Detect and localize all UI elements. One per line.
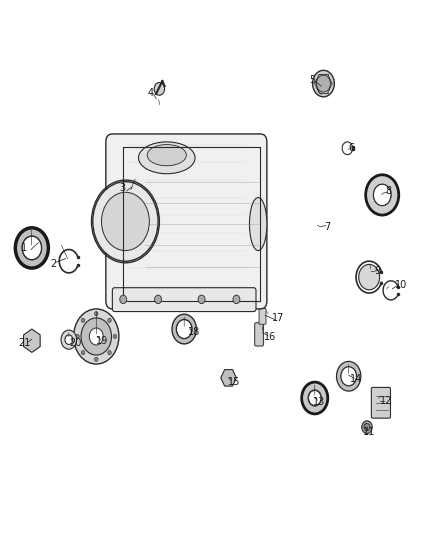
Circle shape bbox=[154, 83, 165, 95]
FancyBboxPatch shape bbox=[254, 322, 263, 346]
FancyBboxPatch shape bbox=[113, 288, 256, 312]
Text: 15: 15 bbox=[228, 377, 240, 387]
Circle shape bbox=[108, 351, 111, 355]
Circle shape bbox=[74, 309, 119, 364]
Text: 8: 8 bbox=[386, 186, 392, 196]
Circle shape bbox=[22, 236, 42, 260]
Circle shape bbox=[341, 367, 357, 386]
FancyBboxPatch shape bbox=[371, 387, 391, 418]
Circle shape bbox=[113, 334, 117, 338]
Ellipse shape bbox=[250, 198, 267, 251]
Text: 17: 17 bbox=[272, 313, 284, 323]
Ellipse shape bbox=[138, 142, 195, 174]
Text: 13: 13 bbox=[313, 397, 325, 407]
Circle shape bbox=[81, 318, 85, 322]
Text: 2: 2 bbox=[50, 259, 57, 269]
Text: 19: 19 bbox=[96, 336, 109, 346]
Text: 21: 21 bbox=[19, 338, 31, 348]
Circle shape bbox=[65, 335, 73, 344]
Circle shape bbox=[225, 374, 232, 382]
Polygon shape bbox=[221, 369, 237, 386]
Circle shape bbox=[28, 335, 36, 346]
Circle shape bbox=[359, 264, 380, 290]
Text: 4: 4 bbox=[148, 87, 154, 98]
Text: 3: 3 bbox=[119, 183, 125, 193]
Text: 7: 7 bbox=[324, 222, 330, 232]
Circle shape bbox=[302, 382, 328, 414]
Circle shape bbox=[155, 295, 162, 304]
Circle shape bbox=[102, 192, 149, 251]
Circle shape bbox=[15, 228, 48, 268]
Circle shape bbox=[313, 70, 334, 97]
Text: 6: 6 bbox=[349, 143, 355, 154]
Circle shape bbox=[198, 295, 205, 304]
Circle shape bbox=[95, 312, 98, 316]
Circle shape bbox=[366, 175, 399, 215]
Circle shape bbox=[308, 390, 321, 406]
Circle shape bbox=[374, 184, 391, 206]
Text: 20: 20 bbox=[69, 338, 81, 348]
Circle shape bbox=[22, 236, 42, 260]
Circle shape bbox=[93, 182, 158, 261]
Circle shape bbox=[317, 75, 330, 92]
Circle shape bbox=[309, 391, 321, 406]
Circle shape bbox=[362, 421, 372, 433]
FancyBboxPatch shape bbox=[259, 309, 266, 324]
FancyBboxPatch shape bbox=[106, 134, 267, 309]
Polygon shape bbox=[24, 329, 40, 352]
Circle shape bbox=[364, 423, 370, 431]
Circle shape bbox=[76, 334, 79, 338]
Text: 5: 5 bbox=[310, 75, 316, 85]
Text: 12: 12 bbox=[380, 395, 393, 406]
Circle shape bbox=[233, 295, 240, 304]
Text: 11: 11 bbox=[363, 427, 375, 437]
Circle shape bbox=[81, 351, 85, 355]
Text: 10: 10 bbox=[395, 280, 407, 290]
Circle shape bbox=[374, 184, 391, 206]
Circle shape bbox=[95, 357, 98, 361]
Text: 14: 14 bbox=[350, 375, 362, 384]
Circle shape bbox=[81, 318, 112, 355]
Circle shape bbox=[120, 295, 127, 304]
Circle shape bbox=[61, 330, 77, 349]
Circle shape bbox=[89, 328, 103, 345]
Circle shape bbox=[336, 361, 361, 391]
Text: 16: 16 bbox=[264, 332, 276, 342]
Circle shape bbox=[108, 318, 111, 322]
Circle shape bbox=[172, 314, 196, 344]
Text: 1: 1 bbox=[21, 243, 27, 253]
Ellipse shape bbox=[147, 144, 186, 166]
Text: 18: 18 bbox=[187, 327, 200, 337]
Text: 9: 9 bbox=[375, 266, 381, 276]
Circle shape bbox=[177, 319, 192, 338]
